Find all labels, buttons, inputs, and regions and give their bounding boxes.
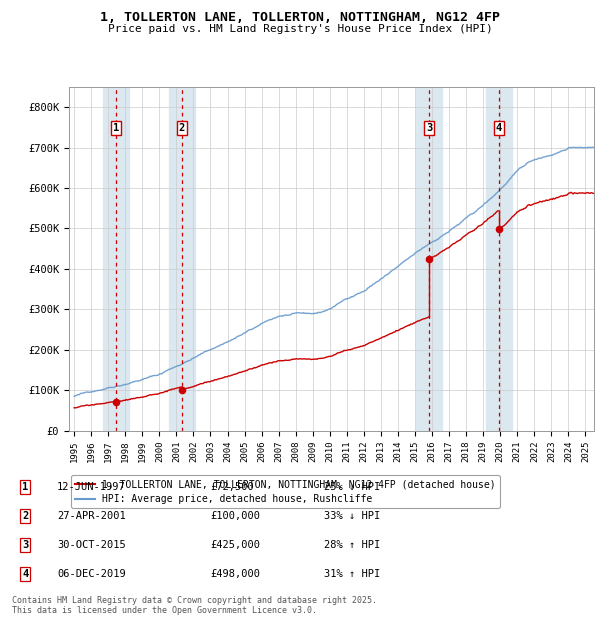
Text: £100,000: £100,000 xyxy=(210,511,260,521)
Text: 1: 1 xyxy=(113,123,119,133)
Text: 06-DEC-2019: 06-DEC-2019 xyxy=(57,569,126,579)
Bar xyxy=(169,87,194,431)
Text: £425,000: £425,000 xyxy=(210,540,260,550)
Bar xyxy=(486,87,512,431)
Text: 3: 3 xyxy=(426,123,432,133)
Text: 33% ↓ HPI: 33% ↓ HPI xyxy=(324,511,380,521)
Text: 27-APR-2001: 27-APR-2001 xyxy=(57,511,126,521)
Text: 1: 1 xyxy=(22,482,28,492)
Text: 3: 3 xyxy=(22,540,28,550)
Text: 4: 4 xyxy=(22,569,28,579)
Text: 2: 2 xyxy=(179,123,185,133)
Text: Contains HM Land Registry data © Crown copyright and database right 2025.
This d: Contains HM Land Registry data © Crown c… xyxy=(12,596,377,615)
Text: Price paid vs. HM Land Registry's House Price Index (HPI): Price paid vs. HM Land Registry's House … xyxy=(107,24,493,33)
Text: 30-OCT-2015: 30-OCT-2015 xyxy=(57,540,126,550)
Text: 1, TOLLERTON LANE, TOLLERTON, NOTTINGHAM, NG12 4FP: 1, TOLLERTON LANE, TOLLERTON, NOTTINGHAM… xyxy=(100,11,500,24)
Text: £72,500: £72,500 xyxy=(210,482,254,492)
Text: £498,000: £498,000 xyxy=(210,569,260,579)
Text: 28% ↑ HPI: 28% ↑ HPI xyxy=(324,540,380,550)
Legend: 1, TOLLERTON LANE, TOLLERTON, NOTTINGHAM, NG12 4FP (detached house), HPI: Averag: 1, TOLLERTON LANE, TOLLERTON, NOTTINGHAM… xyxy=(71,476,500,508)
Text: 25% ↓ HPI: 25% ↓ HPI xyxy=(324,482,380,492)
Text: 12-JUN-1997: 12-JUN-1997 xyxy=(57,482,126,492)
Text: 31% ↑ HPI: 31% ↑ HPI xyxy=(324,569,380,579)
Bar xyxy=(103,87,128,431)
Text: 4: 4 xyxy=(496,123,502,133)
Text: 2: 2 xyxy=(22,511,28,521)
Bar xyxy=(416,87,442,431)
